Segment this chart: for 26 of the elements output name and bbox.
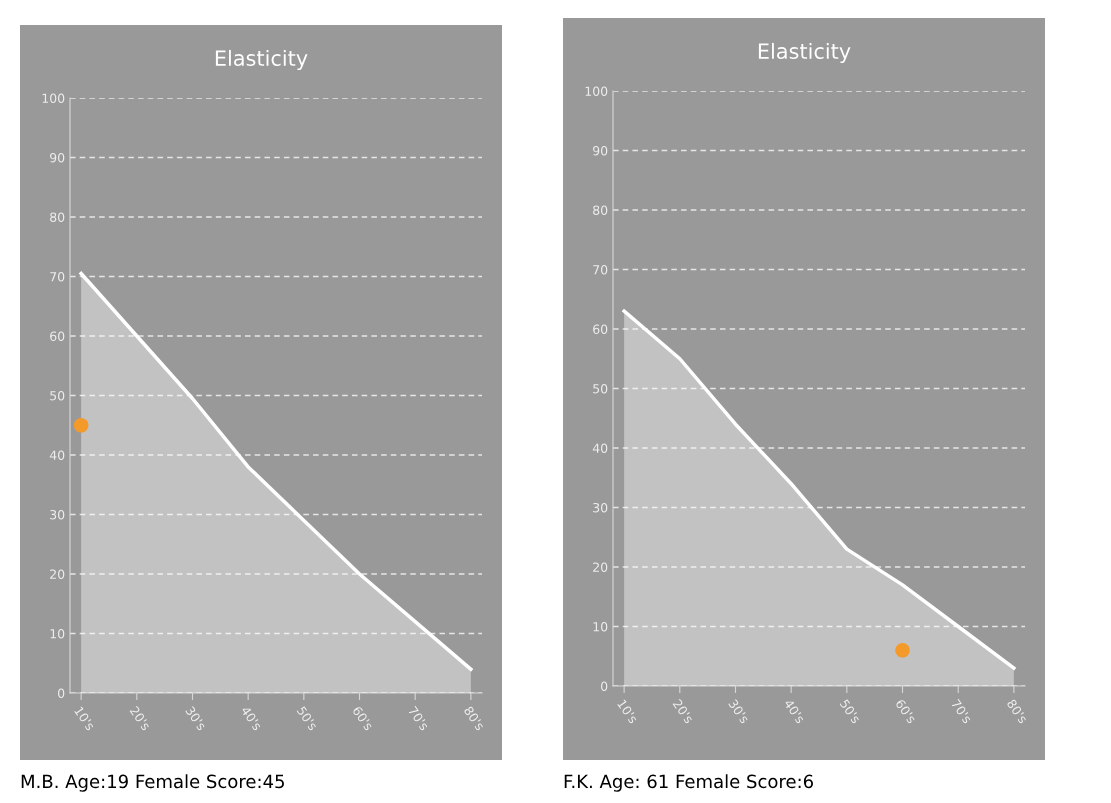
y-tick-label: 100	[585, 86, 608, 96]
y-tick-label: 10	[593, 621, 608, 632]
y-tick-label: 100	[42, 93, 65, 103]
y-tick-label: 60	[50, 331, 65, 341]
y-tick-label: 90	[593, 145, 608, 156]
y-tick-label: 30	[593, 502, 608, 513]
y-tick-label: 10	[50, 628, 65, 639]
text: F.K. Age: 61 Female Score:6	[564, 774, 813, 792]
y-tick-label: 50	[593, 383, 608, 394]
y-tick-label: 20	[50, 569, 65, 579]
chart-title: Elasticity	[758, 42, 851, 64]
chart-title: Elasticity	[215, 49, 308, 71]
y-tick-label: 60	[593, 324, 608, 334]
y-tick-label: 40	[49, 450, 65, 460]
y-tick-label: 80	[593, 205, 608, 215]
y-tick-label: 90	[50, 152, 65, 163]
y-tick-label: 0	[601, 681, 608, 691]
y-tick-label: 70	[50, 271, 65, 282]
y-tick-label: 0	[58, 688, 65, 698]
y-tick-label: 50	[50, 390, 65, 401]
text: M.B. Age:19 Female Score:45	[21, 774, 284, 792]
y-tick-label: 80	[50, 212, 65, 222]
y-tick-label: 20	[593, 562, 608, 572]
y-tick-label: 40	[592, 443, 608, 453]
y-tick-label: 70	[593, 264, 608, 275]
y-tick-label: 30	[50, 509, 65, 520]
